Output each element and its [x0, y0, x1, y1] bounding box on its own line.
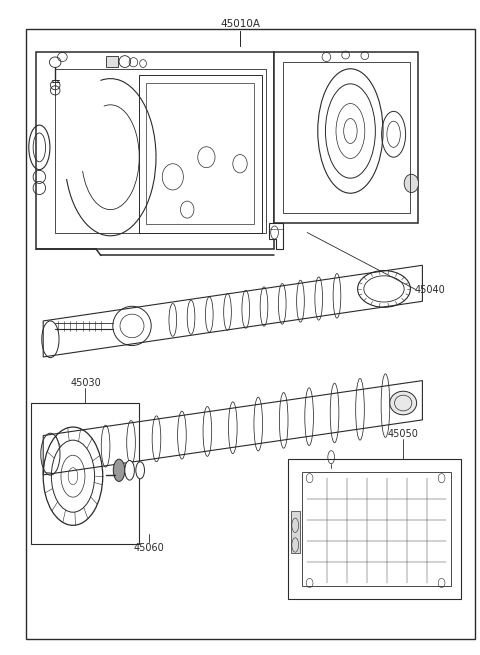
Text: 45010A: 45010A [220, 19, 260, 29]
Bar [106, 56, 118, 67]
Polygon shape [43, 265, 422, 357]
Polygon shape [43, 381, 422, 475]
Bar [139, 75, 262, 233]
Text: 45040: 45040 [414, 284, 445, 295]
Ellipse shape [136, 462, 144, 479]
Bar [31, 403, 139, 544]
Ellipse shape [113, 459, 125, 481]
Ellipse shape [125, 460, 134, 480]
Text: 45030: 45030 [70, 378, 101, 388]
Bar [146, 83, 254, 224]
Bar [302, 472, 451, 586]
Bar [288, 458, 461, 599]
Text: 45060: 45060 [133, 543, 164, 553]
Polygon shape [36, 52, 274, 249]
Bar [283, 62, 410, 213]
Bar [291, 511, 300, 553]
Polygon shape [269, 223, 283, 249]
Ellipse shape [404, 174, 419, 193]
Text: 45050: 45050 [388, 428, 419, 439]
Polygon shape [274, 52, 418, 223]
Ellipse shape [390, 391, 417, 415]
